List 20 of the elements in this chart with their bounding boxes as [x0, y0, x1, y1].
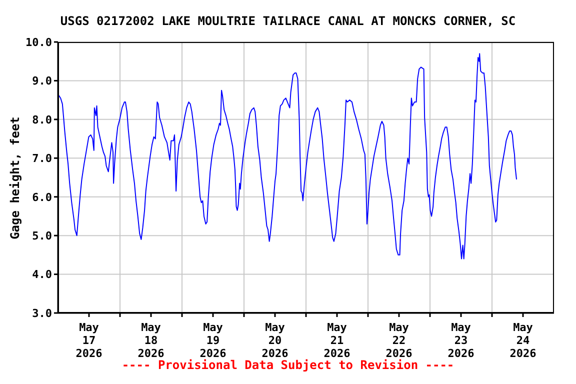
- y-tick-label: 3.0: [32, 306, 52, 320]
- x-tick-label: May 23 2026: [448, 321, 475, 360]
- x-tick-label: May 20 2026: [262, 321, 289, 360]
- x-tick-label: May 17 2026: [76, 321, 103, 360]
- x-tick-label: May 22 2026: [386, 321, 413, 360]
- line-series: [58, 53, 518, 260]
- text: ---- Provisional Data Subject to Revision ----: [122, 358, 454, 372]
- x-tick-label: May 21 2026: [324, 321, 351, 360]
- y-tick-label: 6.0: [32, 190, 52, 204]
- x-tick-label: May 18 2026: [138, 321, 165, 360]
- y-tick-label: 10.0: [26, 36, 52, 49]
- x-tick-label: May 19 2026: [200, 321, 227, 360]
- y-tick-label: 5.0: [32, 229, 52, 242]
- y-tick-label: 4.0: [32, 268, 52, 282]
- y-tick-label: 8.0: [32, 113, 52, 126]
- x-tick-label: May 24 2026: [510, 321, 537, 360]
- y-tick-label: 7.0: [32, 152, 52, 166]
- y-axis-title: Gage height, feet: [8, 115, 23, 241]
- y-tick-label: 9.0: [32, 74, 52, 88]
- chart-title: USGS 02172002 LAKE MOULTRIE TAILRACE CANAL AT MONCKS CORNER, SC: [59, 14, 517, 28]
